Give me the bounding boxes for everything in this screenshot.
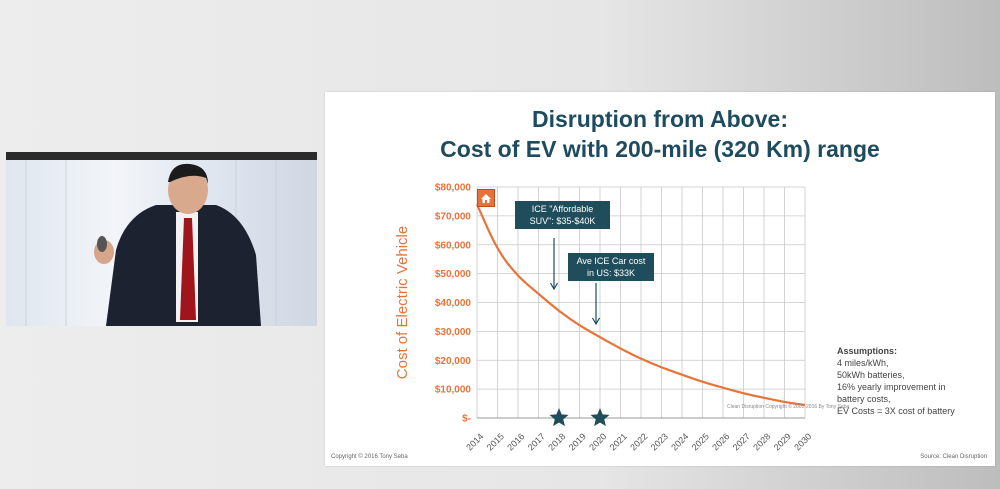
ev-cost-chart: $- $10,000 $20,000 $30,000 $40,000 $50,000 $60… bbox=[394, 183, 813, 453]
y-axis-label: Cost of Electric Vehicle bbox=[394, 226, 411, 379]
y-tick-label: $80,000 bbox=[435, 183, 472, 194]
slide-title: Disruption from Above: Cost of EV with 2… bbox=[325, 104, 995, 164]
x-tick-label: 2015 bbox=[485, 431, 506, 452]
home-icon bbox=[477, 189, 495, 207]
y-tick-label: $10,000 bbox=[435, 385, 472, 396]
y-tick-label: $40,000 bbox=[435, 298, 472, 309]
x-tick-label: 2028 bbox=[751, 431, 772, 452]
slide-title-line2: Cost of EV with 200-mile (320 Km) range bbox=[440, 136, 880, 162]
y-tick-label: $30,000 bbox=[435, 327, 472, 338]
assumption-line: 50kWh batteries, bbox=[837, 370, 905, 380]
assumption-line: 4 miles/kWh, bbox=[837, 358, 889, 368]
star-icon bbox=[590, 408, 610, 427]
x-tick-label: 2029 bbox=[772, 431, 793, 452]
x-tick-label: 2014 bbox=[464, 431, 485, 452]
arrow-affordable-head bbox=[549, 282, 559, 291]
x-tick-label: 2016 bbox=[505, 431, 526, 452]
x-tick-label: 2024 bbox=[669, 431, 690, 452]
x-tick-label: 2030 bbox=[792, 431, 813, 452]
assumptions-box: Assumptions: 4 miles/kWh, 50kWh batterie… bbox=[837, 345, 987, 417]
x-tick-label: 2026 bbox=[710, 431, 731, 452]
y-tick-label: $20,000 bbox=[435, 356, 472, 367]
x-tick-label: 2022 bbox=[628, 431, 649, 452]
assumption-line: EV Costs = 3X cost of battery bbox=[837, 406, 955, 416]
assumptions-heading: Assumptions: bbox=[837, 346, 898, 356]
x-tick-label: 2020 bbox=[587, 431, 608, 452]
slide-title-line1: Disruption from Above: bbox=[532, 106, 788, 132]
x-tick-label: 2019 bbox=[567, 431, 588, 452]
arrow-ave-ice-head bbox=[591, 317, 601, 326]
footer-copyright: Copyright © 2016 Tony Seba bbox=[331, 454, 408, 460]
y-tick-label: $- bbox=[462, 414, 471, 425]
assumption-line: 16% yearly improvement in bbox=[837, 382, 946, 392]
x-tick-label: 2021 bbox=[608, 431, 629, 452]
series-line bbox=[475, 203, 806, 407]
presentation-slide: Disruption from Above: Cost of EV with 2… bbox=[325, 92, 995, 466]
speaker-video-feed bbox=[6, 152, 317, 326]
assumption-line: battery costs, bbox=[837, 394, 891, 404]
x-tick-label: 2023 bbox=[649, 431, 670, 452]
x-tick-label: 2027 bbox=[731, 431, 752, 452]
x-tick-label: 2025 bbox=[690, 431, 711, 452]
y-tick-label: $60,000 bbox=[435, 240, 472, 251]
x-tick-label: 2018 bbox=[546, 431, 567, 452]
chart-watermark: Clean Disruption Copyright © 2001-2016 B… bbox=[727, 404, 850, 410]
callout-affordable-suv: ICE "Affordable SUV": $35-$40K bbox=[515, 201, 610, 229]
footer-source: Source: Clean Disruption bbox=[920, 454, 987, 460]
star-icon bbox=[549, 408, 569, 427]
callout-ave-ice-car: Ave ICE Car cost in US: $33K bbox=[568, 253, 654, 281]
y-tick-label: $50,000 bbox=[435, 269, 472, 280]
x-tick-label: 2017 bbox=[526, 431, 547, 452]
speaker-silhouette bbox=[25, 160, 277, 326]
y-tick-label: $70,000 bbox=[435, 211, 472, 222]
